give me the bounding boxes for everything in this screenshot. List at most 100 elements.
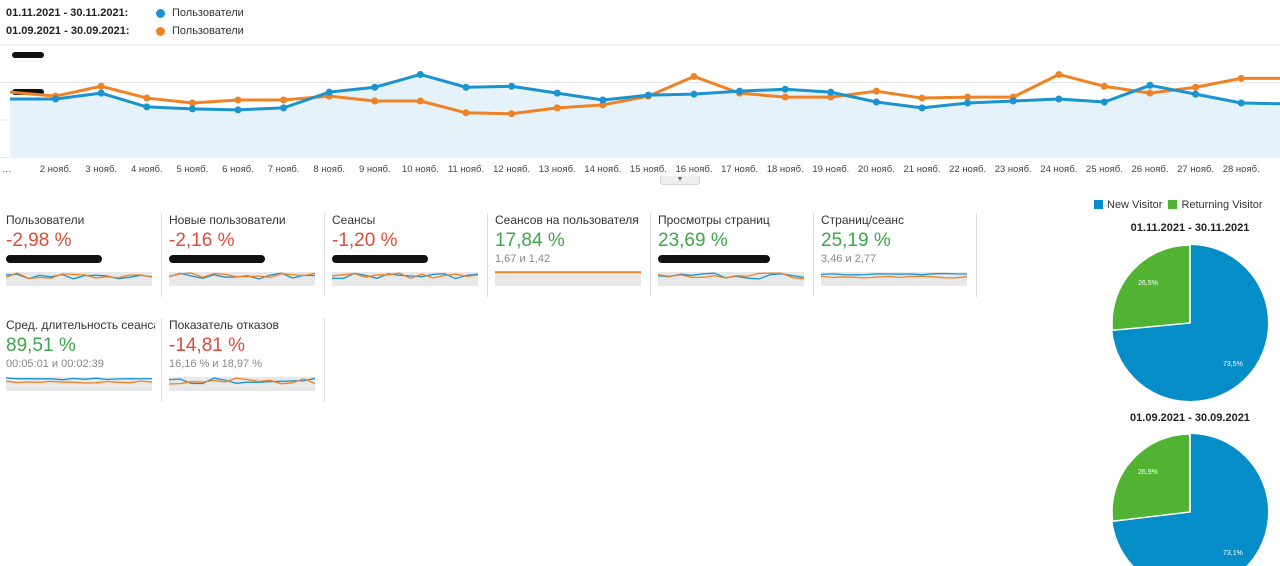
- metric-tile[interactable]: Просмотры страниц 23,69 %: [652, 213, 814, 297]
- data-point-previous[interactable]: [1100, 82, 1108, 90]
- chart-collapse-handle[interactable]: ▼: [660, 176, 700, 185]
- data-point-current[interactable]: [599, 96, 607, 104]
- x-tick-label: 19 нояб.: [812, 164, 849, 175]
- metric-sparkline: [169, 272, 315, 286]
- metric-tile[interactable]: Новые пользователи -2,16 %: [163, 213, 325, 297]
- data-point-current[interactable]: [736, 87, 744, 95]
- x-tick-label: 24 нояб.: [1040, 164, 1077, 175]
- data-point-current[interactable]: [1100, 98, 1108, 106]
- data-point-previous[interactable]: [143, 94, 151, 102]
- users-line-chart[interactable]: … 2 нояб. 3 нояб. 4 нояб. 5 нояб. 6 нояб. 7 но…: [0, 40, 1280, 176]
- sparkline-previous: [658, 272, 804, 280]
- data-point-current[interactable]: [553, 89, 561, 97]
- pie-legend: New Visitor Returning Visitor: [1094, 199, 1263, 211]
- metric-compare-values: 3,46 и 2,77: [821, 252, 970, 266]
- data-point-previous[interactable]: [188, 99, 196, 107]
- data-point-current[interactable]: [1192, 90, 1200, 98]
- data-point-current[interactable]: [52, 95, 60, 103]
- metric-tile[interactable]: Сред. длительность сеанса 89,51 % 00:05:01…: [0, 318, 162, 402]
- x-tick-label: 3 нояб.: [85, 164, 117, 175]
- data-point-current[interactable]: [188, 105, 196, 113]
- x-tick-label: 15 нояб.: [630, 164, 667, 175]
- data-point-previous[interactable]: [599, 101, 607, 109]
- metric-compare-values: 1,67 и 1,42: [495, 252, 644, 266]
- x-tick-label: 7 нояб.: [268, 164, 300, 175]
- data-point-previous[interactable]: [371, 97, 379, 105]
- data-point-current[interactable]: [1055, 95, 1063, 103]
- pie-label-returning: 26,9%: [1138, 469, 1158, 476]
- metric-tile[interactable]: Сеансов на пользователя 17,84 % 1,67 и 1,4…: [489, 213, 651, 297]
- metric-tile[interactable]: Сеансы -1,20 %: [326, 213, 488, 297]
- data-point-current[interactable]: [508, 82, 516, 90]
- data-point-previous[interactable]: [690, 72, 698, 80]
- x-tick-label: 26 нояб.: [1132, 164, 1169, 175]
- data-point-current[interactable]: [371, 83, 379, 91]
- metric-sparkline: [6, 377, 152, 391]
- metric-tile[interactable]: Страниц/сеанс 25,19 % 3,46 и 2,77: [815, 213, 977, 297]
- data-point-previous[interactable]: [462, 109, 470, 117]
- legend-row-previous: 01.09.2021 - 30.09.2021: Пользователи: [6, 22, 244, 40]
- x-tick-label: 11 нояб.: [448, 164, 484, 175]
- metric-sparkline: [821, 272, 967, 286]
- data-point-current[interactable]: [416, 70, 424, 78]
- data-point-previous[interactable]: [1192, 83, 1200, 91]
- data-point-current[interactable]: [280, 104, 288, 112]
- y-tick-label-redacted: [12, 52, 44, 58]
- metric-label: Страниц/сеанс: [821, 213, 905, 227]
- data-point-current[interactable]: [964, 99, 972, 107]
- metric-compare-values: [332, 252, 481, 266]
- data-point-previous[interactable]: [1055, 70, 1063, 78]
- sparkline-previous: [169, 377, 315, 385]
- data-point-previous[interactable]: [416, 97, 424, 105]
- data-point-current[interactable]: [143, 103, 151, 111]
- metric-sparkline: [6, 272, 152, 286]
- data-point-current[interactable]: [781, 85, 789, 93]
- metric-change-value: -2,16 %: [169, 230, 235, 251]
- data-point-previous[interactable]: [97, 82, 105, 90]
- data-point-previous[interactable]: [872, 87, 880, 95]
- x-tick-label: 8 нояб.: [313, 164, 345, 175]
- data-point-current[interactable]: [1237, 99, 1245, 107]
- data-point-previous[interactable]: [234, 96, 242, 104]
- x-tick-label: 13 нояб.: [539, 164, 576, 175]
- data-point-previous[interactable]: [1237, 74, 1245, 82]
- data-point-current[interactable]: [644, 91, 652, 99]
- data-point-current[interactable]: [690, 90, 698, 98]
- sparkline-previous: [821, 275, 967, 279]
- data-point-previous[interactable]: [827, 93, 835, 101]
- metric-sparkline: [495, 271, 641, 286]
- data-point-previous[interactable]: [280, 96, 288, 104]
- data-point-current[interactable]: [1009, 97, 1017, 105]
- x-tick-label: 28 нояб.: [1223, 164, 1260, 175]
- data-point-current[interactable]: [462, 83, 470, 91]
- metric-tile[interactable]: Показатель отказов -14,81 % 16,16 % и 18,9…: [163, 318, 325, 402]
- data-point-previous[interactable]: [508, 110, 516, 118]
- data-point-previous[interactable]: [964, 93, 972, 101]
- metric-tile[interactable]: Пользователи -2,98 %: [0, 213, 162, 297]
- data-point-previous[interactable]: [553, 104, 561, 112]
- metric-change-value: 17,84 %: [495, 230, 565, 251]
- data-point-previous[interactable]: [918, 94, 926, 102]
- data-point-current[interactable]: [827, 88, 835, 96]
- metric-change-value: -1,20 %: [332, 230, 398, 251]
- sparkline-previous: [6, 272, 152, 280]
- x-tick-label: 23 нояб.: [995, 164, 1032, 175]
- pie-slice-returning-visitor[interactable]: [1111, 433, 1191, 523]
- pie-slice-returning-visitor[interactable]: [1111, 244, 1191, 332]
- data-point-current[interactable]: [97, 89, 105, 97]
- metric-compare-values: [658, 252, 807, 266]
- data-point-current[interactable]: [872, 98, 880, 106]
- sparkline-current: [821, 272, 967, 276]
- data-point-previous[interactable]: [1146, 89, 1154, 97]
- legend-range-current: 01.11.2021 - 30.11.2021:: [6, 7, 129, 19]
- data-point-current[interactable]: [918, 104, 926, 112]
- visitor-pie-previous[interactable]: 26,9% 73,1%: [1110, 432, 1270, 566]
- metric-compare-text: 00:05:01 и 00:02:39: [6, 358, 104, 370]
- data-point-current[interactable]: [234, 106, 242, 114]
- data-point-current[interactable]: [1146, 81, 1154, 89]
- data-point-previous[interactable]: [781, 93, 789, 101]
- data-point-current[interactable]: [325, 88, 333, 96]
- visitor-pie-current[interactable]: 26,5% 73,5%: [1110, 243, 1270, 403]
- metric-compare-values: [6, 252, 155, 266]
- legend-dot-previous: [156, 26, 165, 36]
